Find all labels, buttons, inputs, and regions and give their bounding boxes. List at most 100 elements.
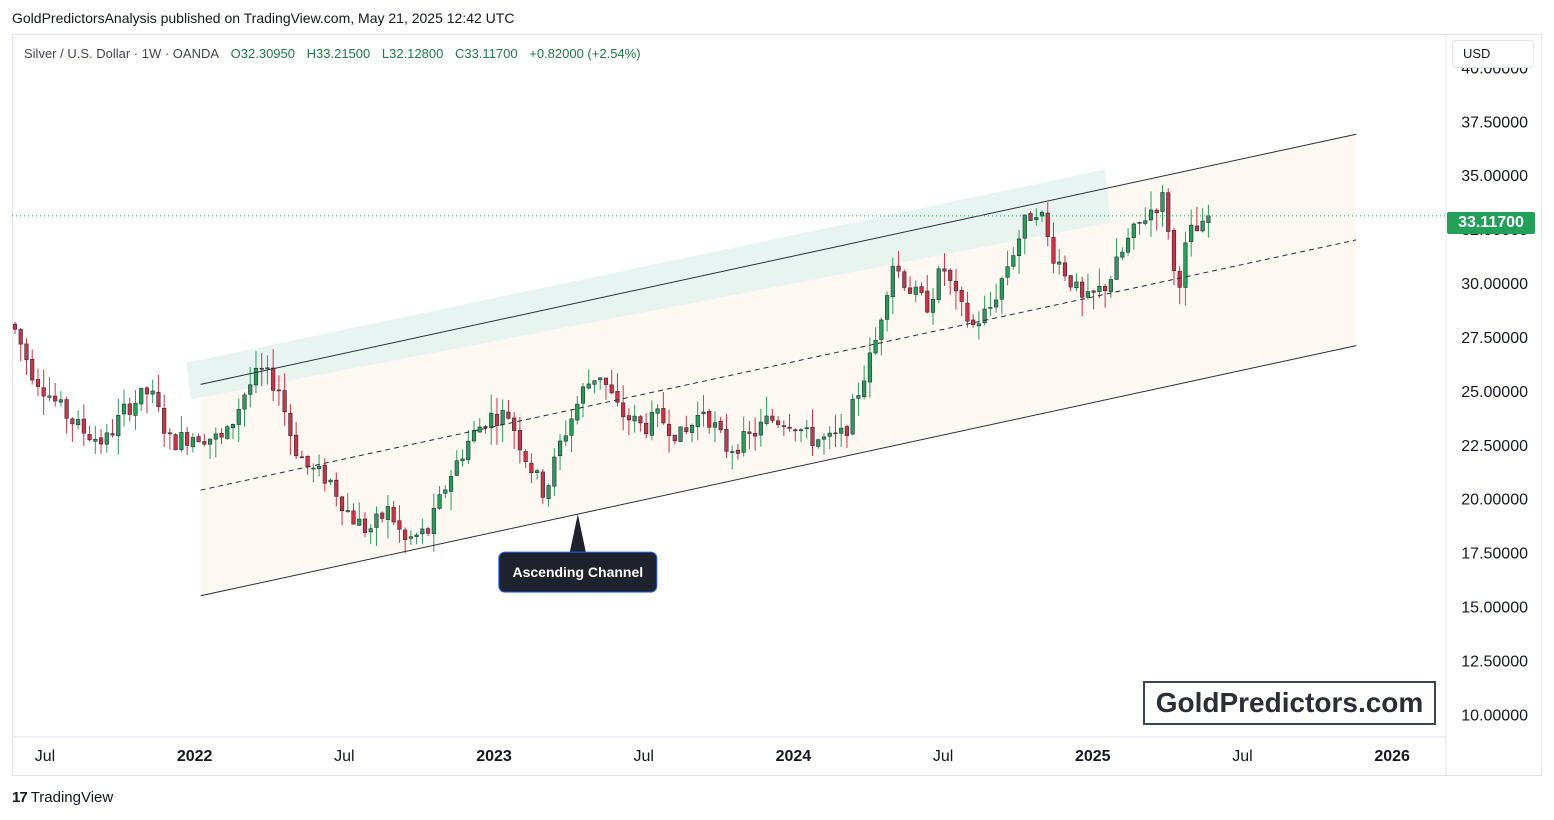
candle-body xyxy=(196,436,201,443)
candle-body xyxy=(368,528,373,533)
candle xyxy=(1120,247,1125,261)
candle-body xyxy=(1091,290,1096,293)
candle-body xyxy=(139,387,144,405)
candle-body xyxy=(213,433,218,440)
candle xyxy=(1051,222,1056,273)
candle xyxy=(225,425,230,440)
candle-body xyxy=(328,479,333,483)
candle xyxy=(821,433,827,455)
candle-body xyxy=(930,299,936,313)
candle xyxy=(116,398,121,455)
candle-body xyxy=(127,403,132,415)
price-axis-label: 27.50000 xyxy=(1461,330,1528,347)
candle-body xyxy=(718,420,723,431)
candle xyxy=(816,438,821,449)
candle-body xyxy=(1200,220,1205,232)
tradingview-logo[interactable]: 17 TradingView xyxy=(12,789,113,806)
candle-body xyxy=(592,380,597,385)
channel-median-line xyxy=(200,239,1357,491)
candle-body xyxy=(856,395,861,399)
candle xyxy=(603,377,609,400)
candle xyxy=(810,409,815,456)
candle-body xyxy=(426,528,431,534)
candle-body xyxy=(873,339,878,354)
candle-body xyxy=(844,426,850,436)
candle-body xyxy=(276,389,281,392)
candle xyxy=(1005,250,1010,286)
candle-body xyxy=(661,408,666,424)
candle xyxy=(506,399,511,420)
candle-body xyxy=(776,420,781,425)
candle-body xyxy=(821,436,827,440)
candle-body xyxy=(1171,229,1177,271)
candle xyxy=(139,387,144,411)
candle xyxy=(999,276,1004,315)
candle xyxy=(322,458,327,492)
candle xyxy=(649,400,654,441)
candle-body xyxy=(1154,209,1159,213)
candle xyxy=(925,275,930,314)
candle xyxy=(1011,247,1016,270)
time-axis-label: Jul xyxy=(35,748,55,765)
candle xyxy=(1125,228,1131,256)
candle xyxy=(47,377,52,402)
candle xyxy=(655,404,660,428)
currency-selector[interactable]: USD xyxy=(1452,40,1534,68)
candle xyxy=(299,450,304,459)
candle-body xyxy=(24,343,29,361)
candle-body xyxy=(798,429,804,432)
candle-body xyxy=(362,518,368,533)
candle-body xyxy=(552,456,557,487)
candle-body xyxy=(156,391,161,408)
candle-body xyxy=(98,437,104,445)
candle xyxy=(787,413,792,432)
candle-body xyxy=(724,428,729,452)
candle-body xyxy=(87,434,92,441)
candle-body xyxy=(649,412,654,436)
candle-body xyxy=(41,387,46,397)
candle-body xyxy=(919,286,924,293)
time-axis-label: 2022 xyxy=(177,748,213,765)
candle xyxy=(1097,268,1102,299)
candle-body xyxy=(1108,279,1113,292)
candle-body xyxy=(758,421,763,436)
candle-body xyxy=(448,476,454,492)
candle xyxy=(827,426,832,450)
candle xyxy=(167,428,172,450)
callout-pointer xyxy=(569,514,586,553)
candle-body xyxy=(827,432,832,437)
candle xyxy=(1068,275,1073,292)
candle-body xyxy=(1005,266,1010,278)
candle xyxy=(523,449,528,469)
candle xyxy=(1103,284,1108,308)
candle-body xyxy=(523,451,528,463)
candle xyxy=(764,396,769,426)
candle-body xyxy=(896,265,901,272)
publisher-credit: GoldPredictorsAnalysis published on Trad… xyxy=(12,10,515,26)
candle-body xyxy=(93,438,98,442)
candle-body xyxy=(225,426,230,439)
candle-body xyxy=(489,412,494,429)
candle xyxy=(397,505,402,543)
candle xyxy=(1091,289,1096,310)
candle xyxy=(793,427,798,442)
annotation-callout: Ascending Channel xyxy=(498,514,658,593)
channel-lower-line xyxy=(200,345,1357,597)
candle xyxy=(1074,273,1079,292)
candle xyxy=(104,424,109,453)
candle-body xyxy=(236,408,241,425)
candle-body xyxy=(133,402,138,416)
candle xyxy=(540,469,545,504)
candle xyxy=(1137,221,1142,235)
candle-body xyxy=(104,432,109,445)
candle xyxy=(35,368,41,397)
candle xyxy=(1062,255,1068,281)
time-axis-label: Jul xyxy=(334,748,354,765)
candle xyxy=(839,414,844,447)
symbol-name[interactable]: Silver / U.S. Dollar · 1W · OANDA xyxy=(24,46,220,61)
candle-body xyxy=(1137,221,1142,224)
candle-body xyxy=(689,424,695,433)
candle-body xyxy=(764,415,769,424)
candle xyxy=(592,380,597,394)
